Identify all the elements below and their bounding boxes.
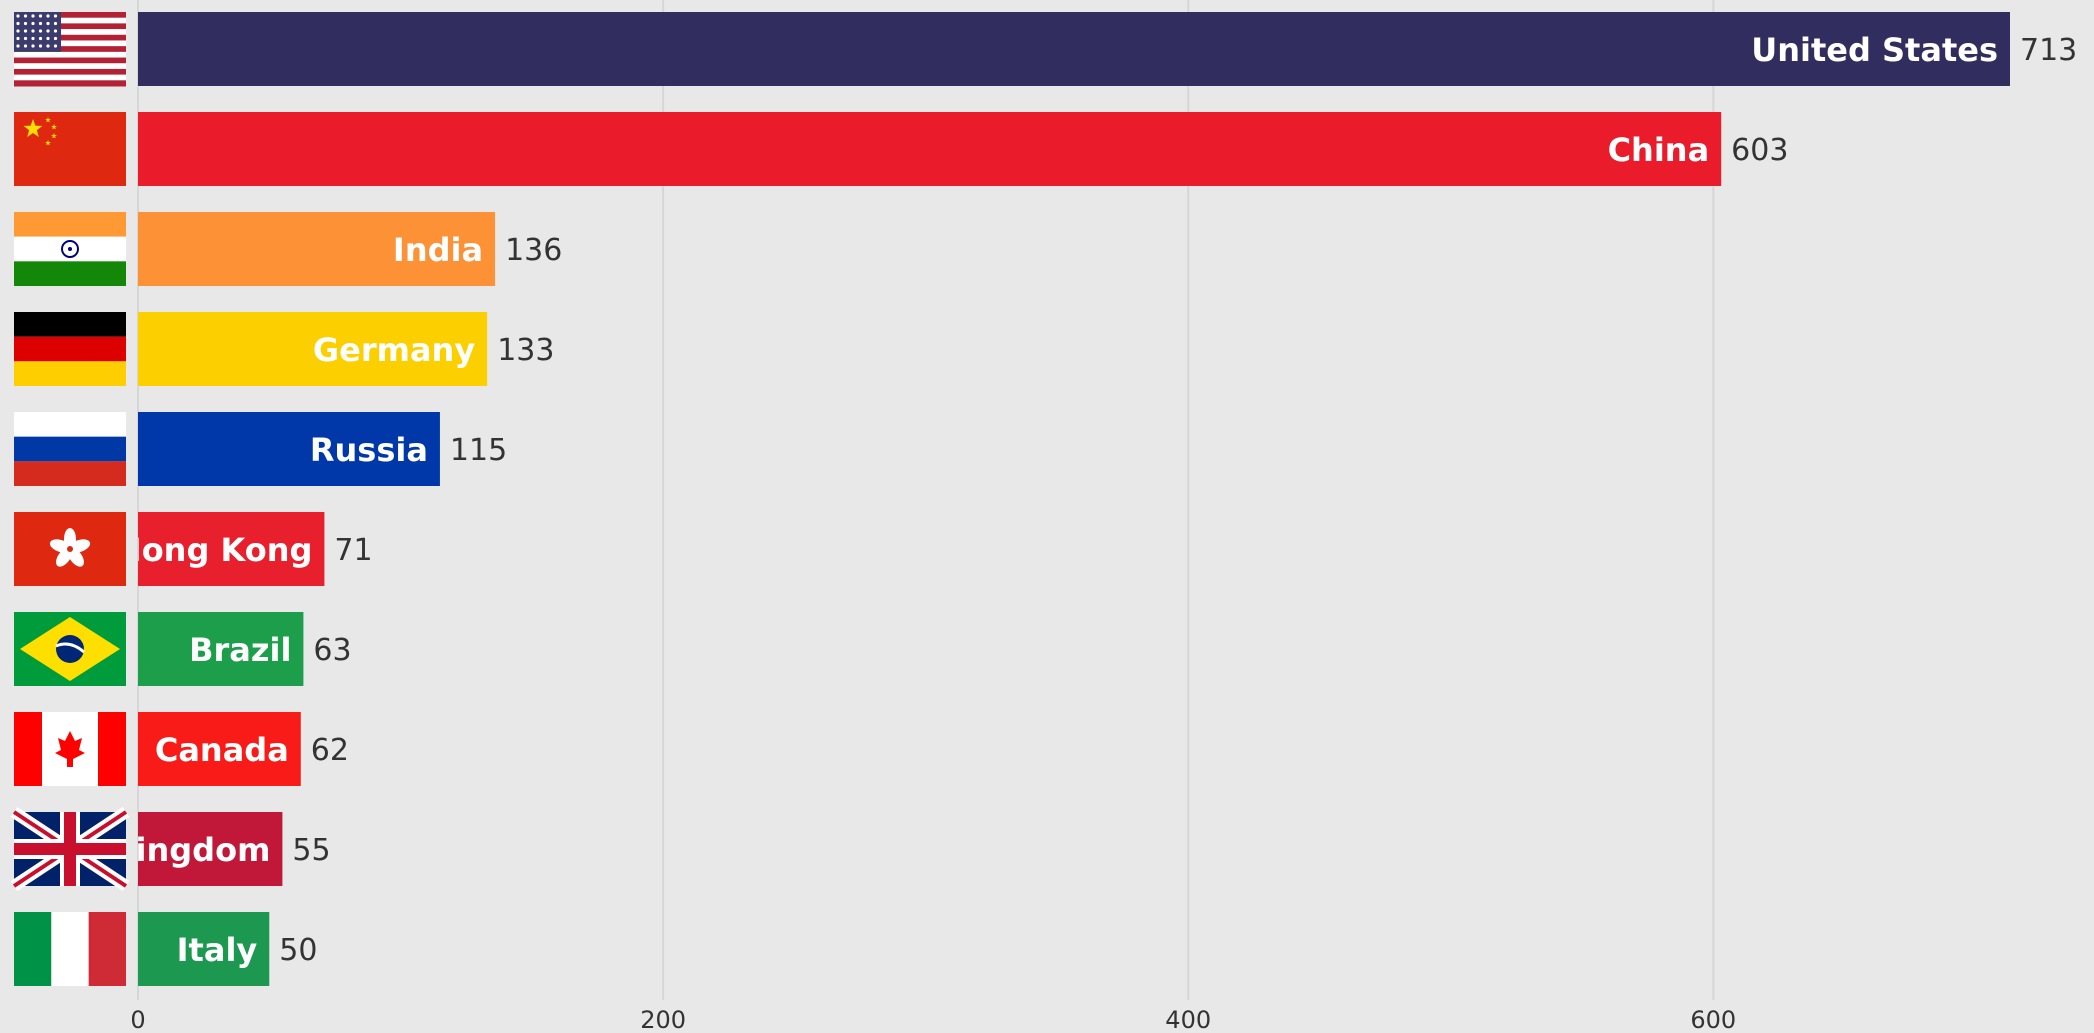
bar-name-label: Italy [177, 931, 258, 969]
bar-value-label: 133 [497, 333, 554, 368]
bar-name-label: Germany [313, 331, 475, 369]
bar-value-label: 115 [450, 433, 507, 468]
x-axis: 0 200 400 600 [130, 1006, 1736, 1033]
italy-flag-icon [14, 912, 126, 986]
bar-value-label: 63 [313, 633, 351, 668]
bar-name-label: Brazil [189, 631, 291, 669]
bar-name-label: United States [1751, 31, 1998, 69]
x-tick-label: 0 [130, 1006, 145, 1033]
bar-name-label: China [1608, 131, 1710, 169]
bar-name-label: Hong Kong [115, 531, 313, 569]
bar-value-label: 136 [505, 233, 562, 268]
x-tick-label: 400 [1165, 1006, 1211, 1033]
flags [14, 12, 126, 986]
hong-kong-flag-icon [14, 512, 126, 586]
russia-flag-icon [14, 412, 126, 486]
bar-value-label: 62 [311, 733, 349, 768]
bar-name-label: Canada [155, 731, 289, 769]
uk-flag-icon [14, 812, 126, 886]
bar-value-label: 55 [292, 833, 330, 868]
x-tick-label: 600 [1690, 1006, 1736, 1033]
bar-value-label: 50 [279, 933, 317, 968]
x-tick-label: 200 [640, 1006, 686, 1033]
brazil-flag-icon [14, 612, 126, 686]
china-flag-icon [14, 112, 126, 186]
bar-value-label: 713 [2020, 33, 2077, 68]
bar [138, 112, 1721, 186]
bar [138, 12, 2010, 86]
bar-name-label: India [393, 231, 483, 269]
canada-flag-icon [14, 712, 126, 786]
us-flag-icon [14, 12, 126, 87]
bar-value-label: 603 [1731, 133, 1788, 168]
germany-flag-icon [14, 312, 126, 386]
bar-value-label: 71 [334, 533, 372, 568]
bar-name-label: Russia [310, 431, 428, 469]
india-flag-icon [14, 212, 126, 286]
